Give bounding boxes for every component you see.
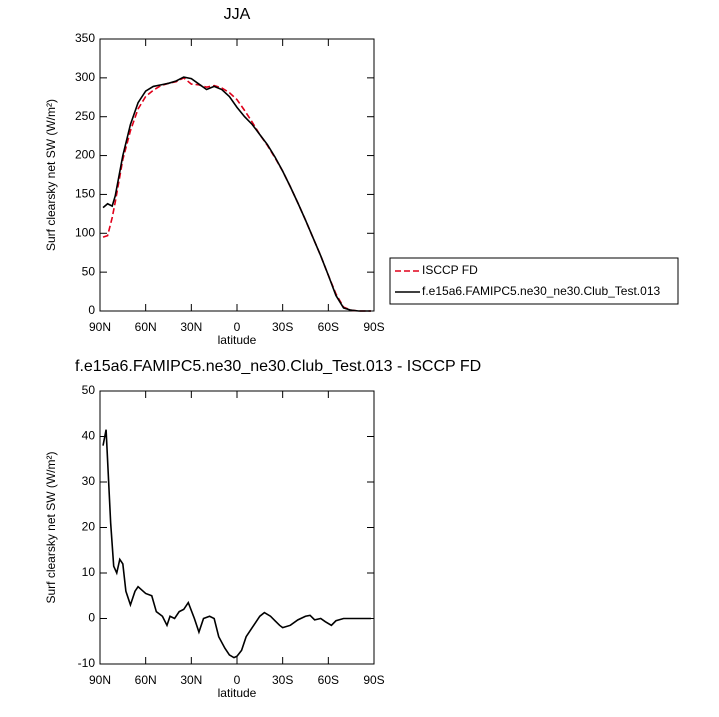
data-line (102, 76, 371, 312)
x-tick-label: 90N (89, 673, 111, 687)
y-tick-label: 40 (82, 429, 96, 443)
y-tick-label: 50 (82, 383, 96, 397)
x-tick-label: 60N (135, 320, 157, 334)
chart-title: JJA (224, 6, 251, 23)
y-tick-label: 10 (82, 565, 96, 579)
chart-title: f.e15a6.FAMIPC5.ne30_ne30.Club_Test.013 … (75, 358, 481, 375)
data-line (102, 76, 371, 312)
x-tick-label: 30S (272, 673, 293, 687)
data-line (102, 429, 371, 659)
y-tick-label: 250 (75, 109, 95, 123)
y-tick-label: 20 (82, 520, 96, 534)
y-axis-label: Surf clearsky net SW (W/m²) (44, 451, 58, 603)
y-tick-label: 0 (88, 611, 95, 625)
plot-frame (99, 38, 375, 312)
legend-box (389, 257, 679, 305)
y-axis-label: Surf clearsky net SW (W/m²) (44, 99, 58, 251)
y-tick-label: 150 (75, 187, 95, 201)
y-tick-label: 350 (75, 31, 95, 45)
x-tick-label: 30N (180, 320, 202, 334)
x-tick-label: 90N (89, 320, 111, 334)
y-tick-label: -10 (78, 656, 96, 670)
x-axis-label: latitude (218, 333, 257, 347)
legend-label: ISCCP FD (422, 263, 478, 277)
x-tick-label: 90S (363, 320, 384, 334)
y-tick-label: 300 (75, 70, 95, 84)
x-tick-label: 90S (363, 673, 384, 687)
x-tick-label: 60S (318, 673, 339, 687)
x-tick-label: 30N (180, 673, 202, 687)
y-tick-label: 50 (82, 264, 96, 278)
y-tick-label: 30 (82, 474, 96, 488)
y-tick-label: 200 (75, 148, 95, 162)
x-tick-label: 60S (318, 320, 339, 334)
x-tick-label: 30S (272, 320, 293, 334)
x-tick-label: 0 (234, 320, 241, 334)
y-tick-label: 100 (75, 225, 95, 239)
legend-label: f.e15a6.FAMIPC5.ne30_ne30.Club_Test.013 (422, 284, 660, 298)
x-tick-label: 0 (234, 673, 241, 687)
y-tick-label: 0 (88, 303, 95, 317)
x-axis-label: latitude (218, 686, 257, 700)
x-tick-label: 60N (135, 673, 157, 687)
